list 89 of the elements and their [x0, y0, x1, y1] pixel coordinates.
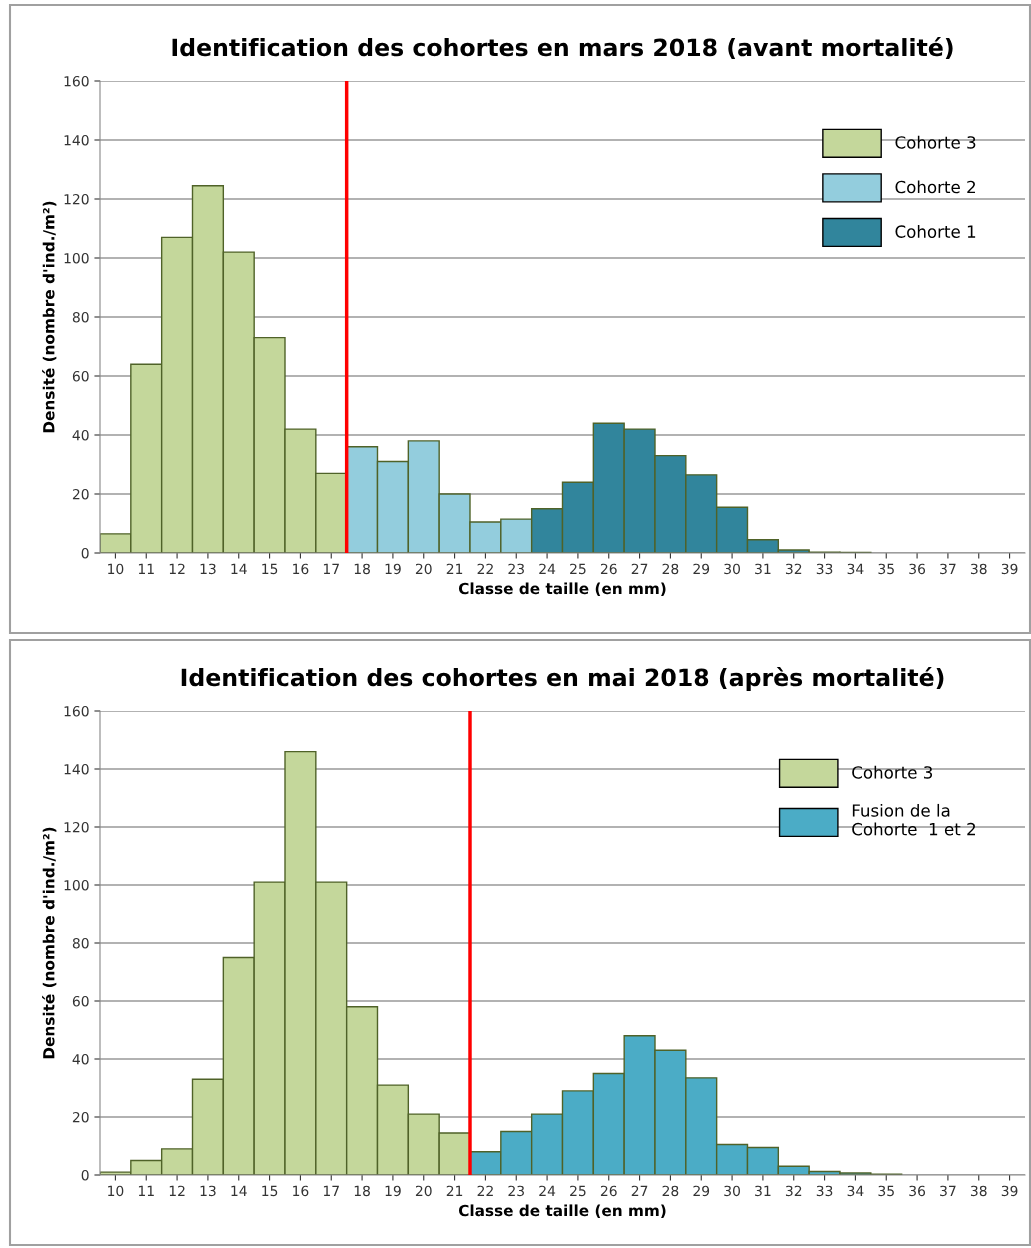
y-tick-label: 0 — [81, 1169, 89, 1181]
y-tick-label: 0 — [81, 547, 89, 559]
x-tick-label: 16 — [293, 563, 309, 575]
y-tick-label: 20 — [72, 1111, 89, 1123]
y-tick-label: 80 — [72, 311, 89, 323]
y-tick-label: 120 — [64, 821, 89, 833]
x-tick-label: 15 — [262, 1185, 278, 1197]
x-tick-label: 39 — [1001, 1185, 1018, 1197]
x-tick-label: 26 — [600, 563, 617, 575]
x-tick-label: 33 — [816, 1185, 833, 1197]
chart-title: Identification des cohortes en mars 2018 (avant mortalité) — [172, 37, 953, 60]
x-tick-label: 19 — [385, 1185, 401, 1197]
y-tick-label: 140 — [64, 763, 89, 775]
x-tick-label: 35 — [878, 563, 894, 575]
x-tick-label: 24 — [539, 1185, 556, 1196]
x-tick-label: 22 — [477, 1185, 493, 1196]
x-tick-label: 20 — [415, 563, 432, 575]
x-tick-label: 25 — [570, 563, 586, 575]
x-tick-label: 30 — [724, 1185, 740, 1197]
x-tick-label: 27 — [631, 1185, 648, 1196]
x-tick-label: 16 — [293, 1185, 309, 1197]
x-tick-label: 23 — [508, 563, 524, 575]
x-tick-label: 18 — [354, 563, 370, 575]
x-tick-label: 26 — [600, 1185, 617, 1197]
x-tick-label: 37 — [940, 563, 956, 575]
x-tick-label: 17 — [323, 563, 339, 574]
x-tick-label: 32 — [785, 1185, 802, 1197]
x-tick-label: 34 — [847, 563, 864, 575]
x-tick-label: 27 — [631, 563, 648, 574]
x-tick-label: 13 — [200, 563, 216, 575]
x-tick-label: 28 — [662, 1185, 679, 1197]
y-tick-label: 40 — [72, 429, 89, 441]
x-tick-label: 11 — [138, 563, 154, 574]
y-tick-label: 80 — [72, 937, 89, 949]
x-tick-label: 34 — [847, 1185, 864, 1197]
x-tick-label: 10 — [108, 563, 124, 575]
x-tick-label: 39 — [1001, 563, 1018, 575]
legend-label: Cohorte 3 — [895, 135, 976, 149]
x-tick-label: 10 — [108, 1185, 124, 1197]
x-tick-label: 20 — [415, 1185, 432, 1197]
x-tick-label: 23 — [508, 1185, 524, 1197]
x-tick-label: 21 — [446, 563, 463, 574]
x-axis-title: Classe de taille (en mm) — [458, 582, 666, 597]
x-tick-label: 12 — [169, 1185, 185, 1196]
y-tick-label: 100 — [64, 252, 89, 264]
x-tick-label: 19 — [385, 563, 401, 575]
y-tick-label: 140 — [64, 134, 89, 146]
y-axis-title: Densité (nombre d'ind./m²) — [42, 827, 57, 1059]
y-tick-label: 120 — [64, 193, 89, 205]
x-tick-label: 38 — [970, 563, 987, 575]
x-tick-label: 36 — [909, 563, 926, 575]
x-tick-label: 37 — [940, 1185, 956, 1197]
y-tick-label: 40 — [72, 1053, 89, 1065]
x-tick-label: 29 — [693, 1185, 710, 1197]
x-tick-label: 31 — [755, 563, 771, 575]
chart-title: Identification des cohortes en mai 2018 (après mortalité) — [181, 667, 944, 691]
legend-label: Cohorte 3 — [852, 765, 933, 779]
x-tick-label: 29 — [693, 563, 710, 575]
x-tick-label: 28 — [662, 563, 679, 575]
legend-label: Cohorte 2 — [895, 180, 975, 194]
x-axis-title: Classe de taille (en mm) — [458, 1204, 666, 1219]
y-tick-label: 60 — [72, 995, 89, 1007]
x-tick-label: 21 — [446, 1185, 463, 1196]
x-tick-label: 17 — [323, 1185, 339, 1196]
x-tick-label: 35 — [878, 1185, 894, 1197]
x-tick-label: 14 — [231, 563, 247, 574]
x-tick-label: 14 — [231, 1185, 247, 1196]
y-tick-label: 20 — [72, 488, 89, 500]
x-tick-label: 24 — [539, 563, 556, 574]
x-tick-label: 25 — [570, 1185, 586, 1197]
x-tick-label: 38 — [970, 1185, 987, 1197]
x-tick-label: 31 — [755, 1185, 771, 1197]
legend-label: Fusion de la Cohorte 1 et 2 — [852, 803, 975, 836]
x-tick-label: 13 — [200, 1185, 216, 1197]
x-tick-label: 36 — [909, 1185, 926, 1197]
x-tick-label: 30 — [724, 563, 740, 575]
y-tick-label: 60 — [72, 370, 89, 382]
y-tick-label: 160 — [64, 75, 89, 87]
x-tick-label: 11 — [138, 1185, 154, 1196]
x-tick-label: 15 — [262, 563, 278, 575]
x-tick-label: 12 — [169, 563, 185, 574]
x-tick-label: 22 — [477, 563, 493, 574]
legend-label: Cohorte 1 — [895, 225, 976, 238]
x-tick-label: 32 — [785, 563, 802, 575]
y-axis-title: Densité (nombre d'ind./m²) — [42, 201, 57, 433]
x-tick-label: 33 — [816, 563, 833, 575]
y-tick-label: 160 — [64, 705, 89, 717]
x-tick-label: 18 — [354, 1185, 370, 1197]
y-tick-label: 100 — [64, 879, 89, 891]
